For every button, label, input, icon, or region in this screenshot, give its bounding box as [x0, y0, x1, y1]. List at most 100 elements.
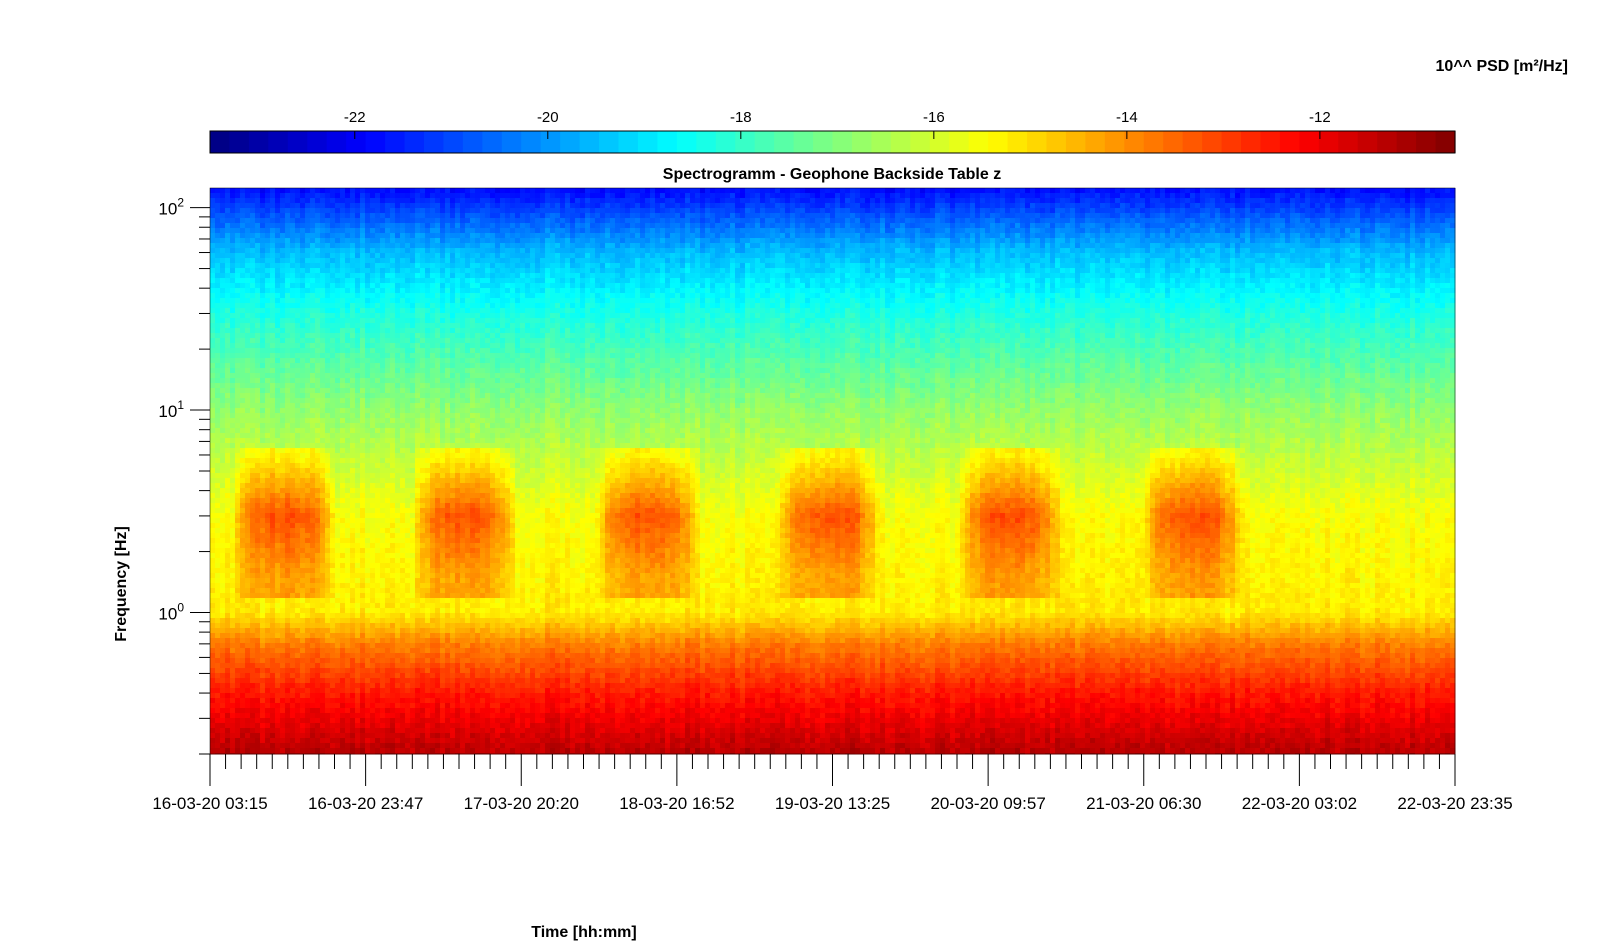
- spectrogram-cell: [295, 653, 301, 659]
- spectrogram-cell: [355, 473, 361, 479]
- spectrogram-cell: [360, 713, 366, 719]
- spectrogram-cell: [390, 363, 396, 369]
- spectrogram-cell: [385, 448, 391, 454]
- spectrogram-cell: [340, 468, 346, 474]
- spectrogram-cell: [270, 538, 276, 544]
- spectrogram-cell: [415, 518, 421, 524]
- spectrogram-cell: [420, 268, 426, 274]
- spectrogram-cell: [255, 523, 261, 529]
- spectrogram-cell: [300, 738, 306, 744]
- spectrogram-cell: [350, 343, 356, 349]
- spectrogram-cell: [310, 458, 316, 464]
- spectrogram-cell: [380, 323, 386, 329]
- spectrogram-cell: [335, 738, 341, 744]
- spectrogram-cell: [335, 613, 341, 619]
- spectrogram-cell: [400, 523, 406, 529]
- spectrogram-cell: [340, 223, 346, 229]
- spectrogram-cell: [335, 673, 341, 679]
- spectrogram-cell: [300, 658, 306, 664]
- spectrogram-cell: [215, 338, 221, 344]
- spectrogram-cell: [410, 498, 416, 504]
- spectrogram-cell: [240, 328, 246, 334]
- spectrogram-cell: [235, 303, 241, 309]
- spectrogram-cell: [335, 468, 341, 474]
- spectrogram-cell: [330, 608, 336, 614]
- spectrogram-cell: [350, 478, 356, 484]
- spectrogram-cell: [330, 488, 336, 494]
- spectrogram-cell: [350, 683, 356, 689]
- spectrogram-cell: [305, 248, 311, 254]
- spectrogram-cell: [275, 713, 281, 719]
- spectrogram-cell: [285, 483, 291, 489]
- spectrogram-cell: [310, 578, 316, 584]
- spectrogram-cell: [245, 558, 251, 564]
- spectrogram-cell: [380, 738, 386, 744]
- spectrogram-cell: [375, 348, 381, 354]
- spectrogram-cell: [345, 333, 351, 339]
- spectrogram-cell: [240, 273, 246, 279]
- spectrogram-cell: [240, 703, 246, 709]
- spectrogram-cell: [400, 728, 406, 734]
- spectrogram-cell: [315, 453, 321, 459]
- spectrogram-cell: [415, 238, 421, 244]
- spectrogram-cell: [330, 588, 336, 594]
- spectrogram-cell: [310, 283, 316, 289]
- spectrogram-cell: [270, 293, 276, 299]
- spectrogram-cell: [305, 658, 311, 664]
- spectrogram-cell: [240, 253, 246, 259]
- spectrogram-cell: [315, 233, 321, 239]
- spectrogram-cell: [370, 348, 376, 354]
- spectrogram-cell: [260, 218, 266, 224]
- spectrogram-cell: [245, 578, 251, 584]
- spectrogram-cell: [380, 673, 386, 679]
- spectrogram-cell: [320, 548, 326, 554]
- spectrogram-cell: [405, 188, 411, 194]
- spectrogram-cell: [305, 623, 311, 629]
- spectrogram-cell: [380, 258, 386, 264]
- spectrogram-cell: [310, 218, 316, 224]
- spectrogram-cell: [320, 328, 326, 334]
- spectrogram-cell: [255, 343, 261, 349]
- spectrogram-cell: [400, 553, 406, 559]
- spectrogram-cell: [420, 318, 426, 324]
- spectrogram-cell: [355, 708, 361, 714]
- spectrogram-cell: [240, 563, 246, 569]
- spectrogram-cell: [265, 298, 271, 304]
- spectrogram-cell: [220, 668, 226, 674]
- spectrogram-cell: [235, 553, 241, 559]
- spectrogram-cell: [370, 408, 376, 414]
- spectrogram-cell: [300, 263, 306, 269]
- spectrogram-cell: [305, 498, 311, 504]
- spectrogram-cell: [330, 613, 336, 619]
- spectrogram-cell: [245, 463, 251, 469]
- spectrogram-cell: [240, 598, 246, 604]
- spectrogram-cell: [300, 333, 306, 339]
- spectrogram-cell: [415, 468, 421, 474]
- spectrogram-cell: [415, 633, 421, 639]
- spectrogram-cell: [285, 733, 291, 739]
- spectrogram-cell: [245, 373, 251, 379]
- spectrogram-cell: [420, 613, 426, 619]
- spectrogram-cell: [375, 748, 381, 754]
- spectrogram-cell: [245, 423, 251, 429]
- spectrogram-cell: [370, 528, 376, 534]
- spectrogram-cell: [405, 473, 411, 479]
- spectrogram-cell: [370, 298, 376, 304]
- spectrogram-cell: [320, 378, 326, 384]
- spectrogram-cell: [290, 298, 296, 304]
- spectrogram-cell: [310, 568, 316, 574]
- spectrogram-cell: [290, 478, 296, 484]
- spectrogram-cell: [265, 323, 271, 329]
- spectrogram-cell: [230, 218, 236, 224]
- spectrogram-cell: [400, 543, 406, 549]
- spectrogram-cell: [415, 508, 421, 514]
- spectrogram-cell: [220, 263, 226, 269]
- spectrogram-cell: [375, 378, 381, 384]
- spectrogram-cell: [215, 658, 221, 664]
- spectrogram-cell: [370, 438, 376, 444]
- spectrogram-cell: [225, 723, 231, 729]
- spectrogram-cell: [325, 578, 331, 584]
- spectrogram-cell: [350, 363, 356, 369]
- spectrogram-cell: [300, 558, 306, 564]
- spectrogram-cell: [370, 533, 376, 539]
